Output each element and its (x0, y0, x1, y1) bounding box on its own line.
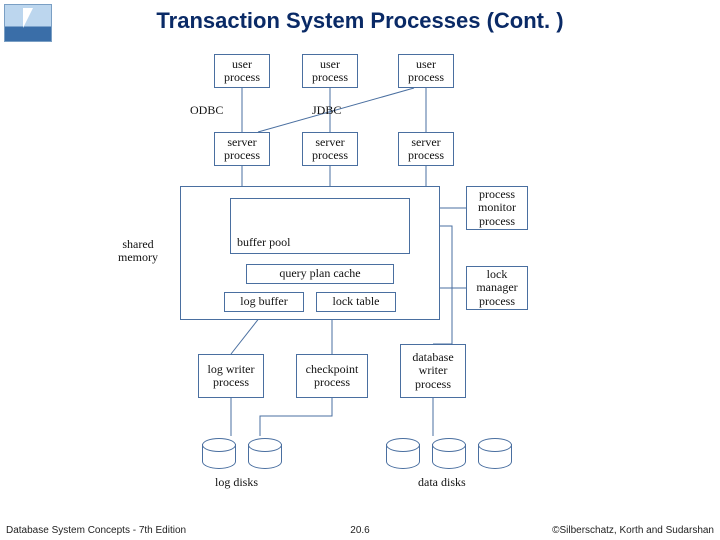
buffer-pool-box: buffer pool (230, 198, 410, 254)
checkpoint-box: checkpoint process (296, 354, 368, 398)
server-process-2: server process (302, 132, 358, 166)
user-process-2: user process (302, 54, 358, 88)
page-title: Transaction System Processes (Cont. ) (0, 8, 720, 34)
data-disk-3-icon (478, 438, 512, 468)
odbc-label: ODBC (190, 104, 223, 117)
lock-table-box: lock table (316, 292, 396, 312)
process-monitor-box: process monitor process (466, 186, 528, 230)
diagram: user process user process user process s… (0, 44, 720, 514)
log-writer-box: log writer process (198, 354, 264, 398)
query-plan-cache-box: query plan cache (246, 264, 394, 284)
user-process-1: user process (214, 54, 270, 88)
database-writer-box: database writer process (400, 344, 466, 398)
data-disk-2-icon (432, 438, 466, 468)
log-disk-1-icon (202, 438, 236, 468)
user-process-3: user process (398, 54, 454, 88)
data-disks-label: data disks (418, 476, 466, 489)
data-disk-1-icon (386, 438, 420, 468)
footer: Database System Concepts - 7th Edition 2… (0, 520, 720, 536)
footer-right: ©Silberschatz, Korth and Sudarshan (552, 525, 714, 536)
log-disk-2-icon (248, 438, 282, 468)
log-buffer-box: log buffer (224, 292, 304, 312)
jdbc-label: JDBC (312, 104, 341, 117)
lock-manager-box: lock manager process (466, 266, 528, 310)
shared-memory-label: shared memory (118, 238, 158, 264)
server-process-1: server process (214, 132, 270, 166)
server-process-3: server process (398, 132, 454, 166)
log-disks-label: log disks (215, 476, 258, 489)
